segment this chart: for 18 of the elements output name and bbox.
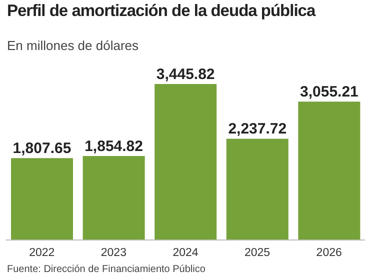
chart-title: Perfil de amortización de la deuda pública (7, 2, 316, 21)
chart-subtitle: En millones de dólares (7, 38, 139, 53)
bar (154, 84, 217, 240)
bar (11, 158, 73, 240)
x-tick-label: 2026 (316, 247, 342, 260)
data-label: 1,807.65 (12, 140, 72, 158)
data-label: 1,854.82 (84, 138, 143, 156)
data-label: 3,055.21 (300, 84, 358, 101)
bar (226, 138, 288, 240)
data-label: 3,445.82 (156, 66, 215, 83)
x-tick-label: 2024 (172, 247, 199, 260)
bar (298, 102, 360, 240)
x-tick-label: 2023 (100, 247, 126, 260)
data-label: 2,237.72 (228, 120, 287, 138)
source-note: Fuente: Dirección de Financiamiento Público (7, 264, 206, 275)
x-tick-label: 2025 (244, 247, 270, 260)
bar (82, 156, 145, 240)
x-tick-label: 2022 (29, 247, 55, 260)
